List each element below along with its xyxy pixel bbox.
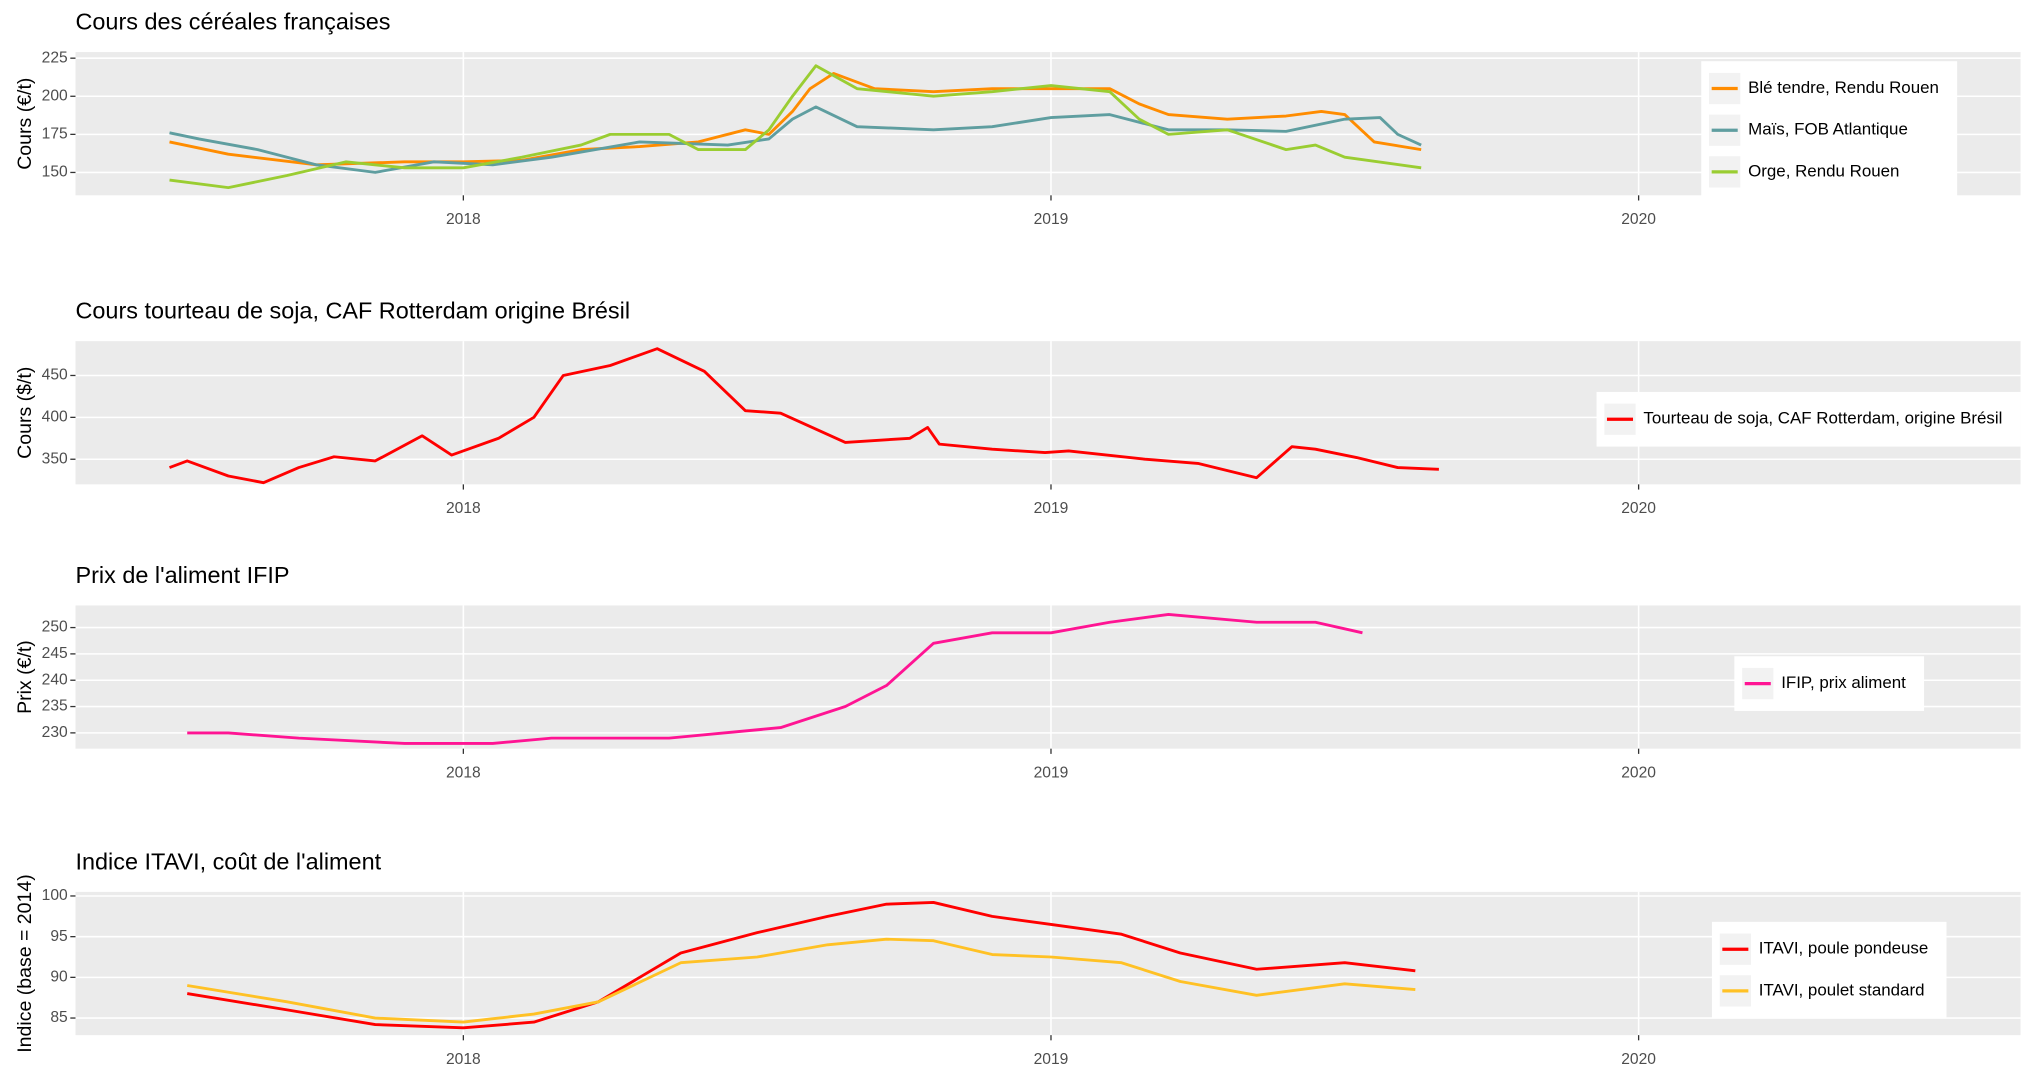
x-tick-label: 2019 [1034,211,1069,228]
legend-label: Blé tendre, Rendu Rouen [1748,78,1939,97]
y-tick-label: 230 [42,724,68,741]
chart-title: Prix de l'aliment IFIP [76,562,290,588]
y-tick-label: 350 [42,450,68,467]
y-tick-label: 150 [42,164,68,181]
y-tick-label: 400 [42,408,68,425]
series-line [186,937,1416,1024]
y-tick-label: 450 [42,367,68,384]
x-tick-label: 2020 [1621,765,1656,782]
y-tick-label: 250 [42,619,68,636]
legend: ITAVI, poule pondeuse ITAVI, poulet stand… [1711,921,1947,1019]
series-line [169,105,1422,174]
y-tick-label: 200 [42,87,68,104]
legend: Blé tendre, Rendu Rouen Maïs, FOB Atlanti… [1701,61,1958,200]
x-tick-label: 2018 [446,500,481,517]
y-tick-label: 245 [42,645,68,662]
y-axis-label: Cours (€/t) [14,78,36,170]
legend-label: ITAVI, poule pondeuse [1759,939,1928,958]
chart-title: Cours des céréales françaises [76,9,391,35]
legend: IFIP, prix aliment [1734,656,1925,711]
x-tick-label: 2019 [1034,500,1069,517]
x-tick-label: 2018 [446,765,481,782]
legend-label: Orge, Rendu Rouen [1748,161,1899,180]
x-tick-label: 2020 [1621,500,1656,517]
series-line [169,64,1422,190]
x-tick-label: 2018 [446,1051,481,1068]
x-tick-label: 2018 [446,211,481,228]
legend-label: IFIP, prix aliment [1781,673,1906,692]
x-tick-label: 2019 [1034,765,1069,782]
y-tick-label: 85 [50,1009,68,1026]
legend-box [1711,921,1947,1019]
chart-title: Cours tourteau de soja, CAF Rotterdam or… [76,298,631,324]
legend-label: Tourteau de soja, CAF Rotterdam, origine… [1643,409,2002,428]
y-tick-label: 175 [42,125,68,142]
y-tick-label: 100 [42,887,68,904]
legend-box [1596,391,2021,447]
plot-panel [75,891,2021,1036]
y-tick-label: 235 [42,698,68,715]
y-tick-label: 95 [50,928,68,945]
plot-panel [75,605,2021,749]
x-tick-label: 2020 [1621,1051,1656,1068]
y-tick-label: 240 [42,671,68,688]
y-axis-label: Prix (€/t) [14,640,36,714]
plot-panel [75,52,2021,196]
x-tick-label: 2019 [1034,1051,1069,1068]
legend-label: ITAVI, poulet standard [1759,980,1925,999]
series-line [186,901,1416,1030]
x-tick-label: 2020 [1621,211,1656,228]
series-line [169,72,1422,167]
chart-title: Indice ITAVI, coût de l'aliment [76,848,382,874]
y-axis-label: Cours ($/t) [14,367,36,459]
legend: Tourteau de soja, CAF Rotterdam, origine… [1596,391,2021,447]
y-tick-label: 90 [50,968,68,985]
legend-box [1701,61,1958,200]
y-tick-label: 225 [42,49,68,66]
series-line [169,347,1439,485]
y-axis-label: Indice (base = 2014) [14,874,36,1052]
legend-label: Maïs, FOB Atlantique [1748,120,1908,139]
series-line [187,613,1363,745]
